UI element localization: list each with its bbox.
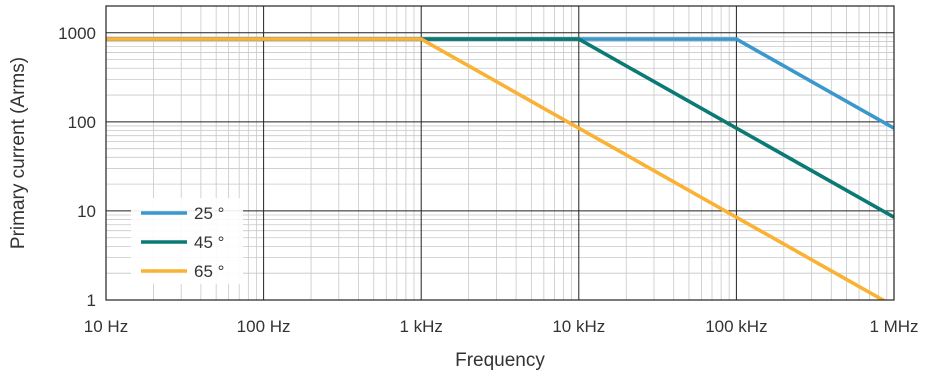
x-tick-label: 100 kHz	[705, 317, 767, 336]
y-tick-label: 1000	[58, 24, 96, 43]
x-tick-label: 10 kHz	[552, 317, 605, 336]
legend-label: 65 °	[194, 262, 224, 281]
series-lines	[106, 37, 894, 300]
y-axis-ticks: 1 10 100 1000	[58, 24, 96, 310]
x-tick-label: 1 MHz	[869, 317, 918, 336]
y-axis-label: Primary current (Arms)	[8, 57, 29, 249]
legend-label: 25 °	[194, 204, 224, 223]
legend: 25 ° 45 ° 65 °	[131, 198, 243, 284]
y-tick-label: 100	[68, 113, 96, 132]
x-tick-label: 100 Hz	[237, 317, 291, 336]
minor-gridlines	[106, 6, 894, 300]
x-axis-ticks: 10 Hz 100 Hz 1 kHz 10 kHz 100 kHz 1 MHz	[84, 317, 919, 336]
legend-label: 45 °	[194, 233, 224, 252]
plot-frame	[105, 5, 895, 301]
y-tick-label: 10	[77, 202, 96, 221]
y-tick-label: 1	[87, 291, 96, 310]
series-line-3	[106, 37, 887, 300]
x-tick-label: 10 Hz	[84, 317, 128, 336]
x-tick-label: 1 kHz	[399, 317, 442, 336]
x-axis-label: Frequency	[455, 350, 545, 371]
